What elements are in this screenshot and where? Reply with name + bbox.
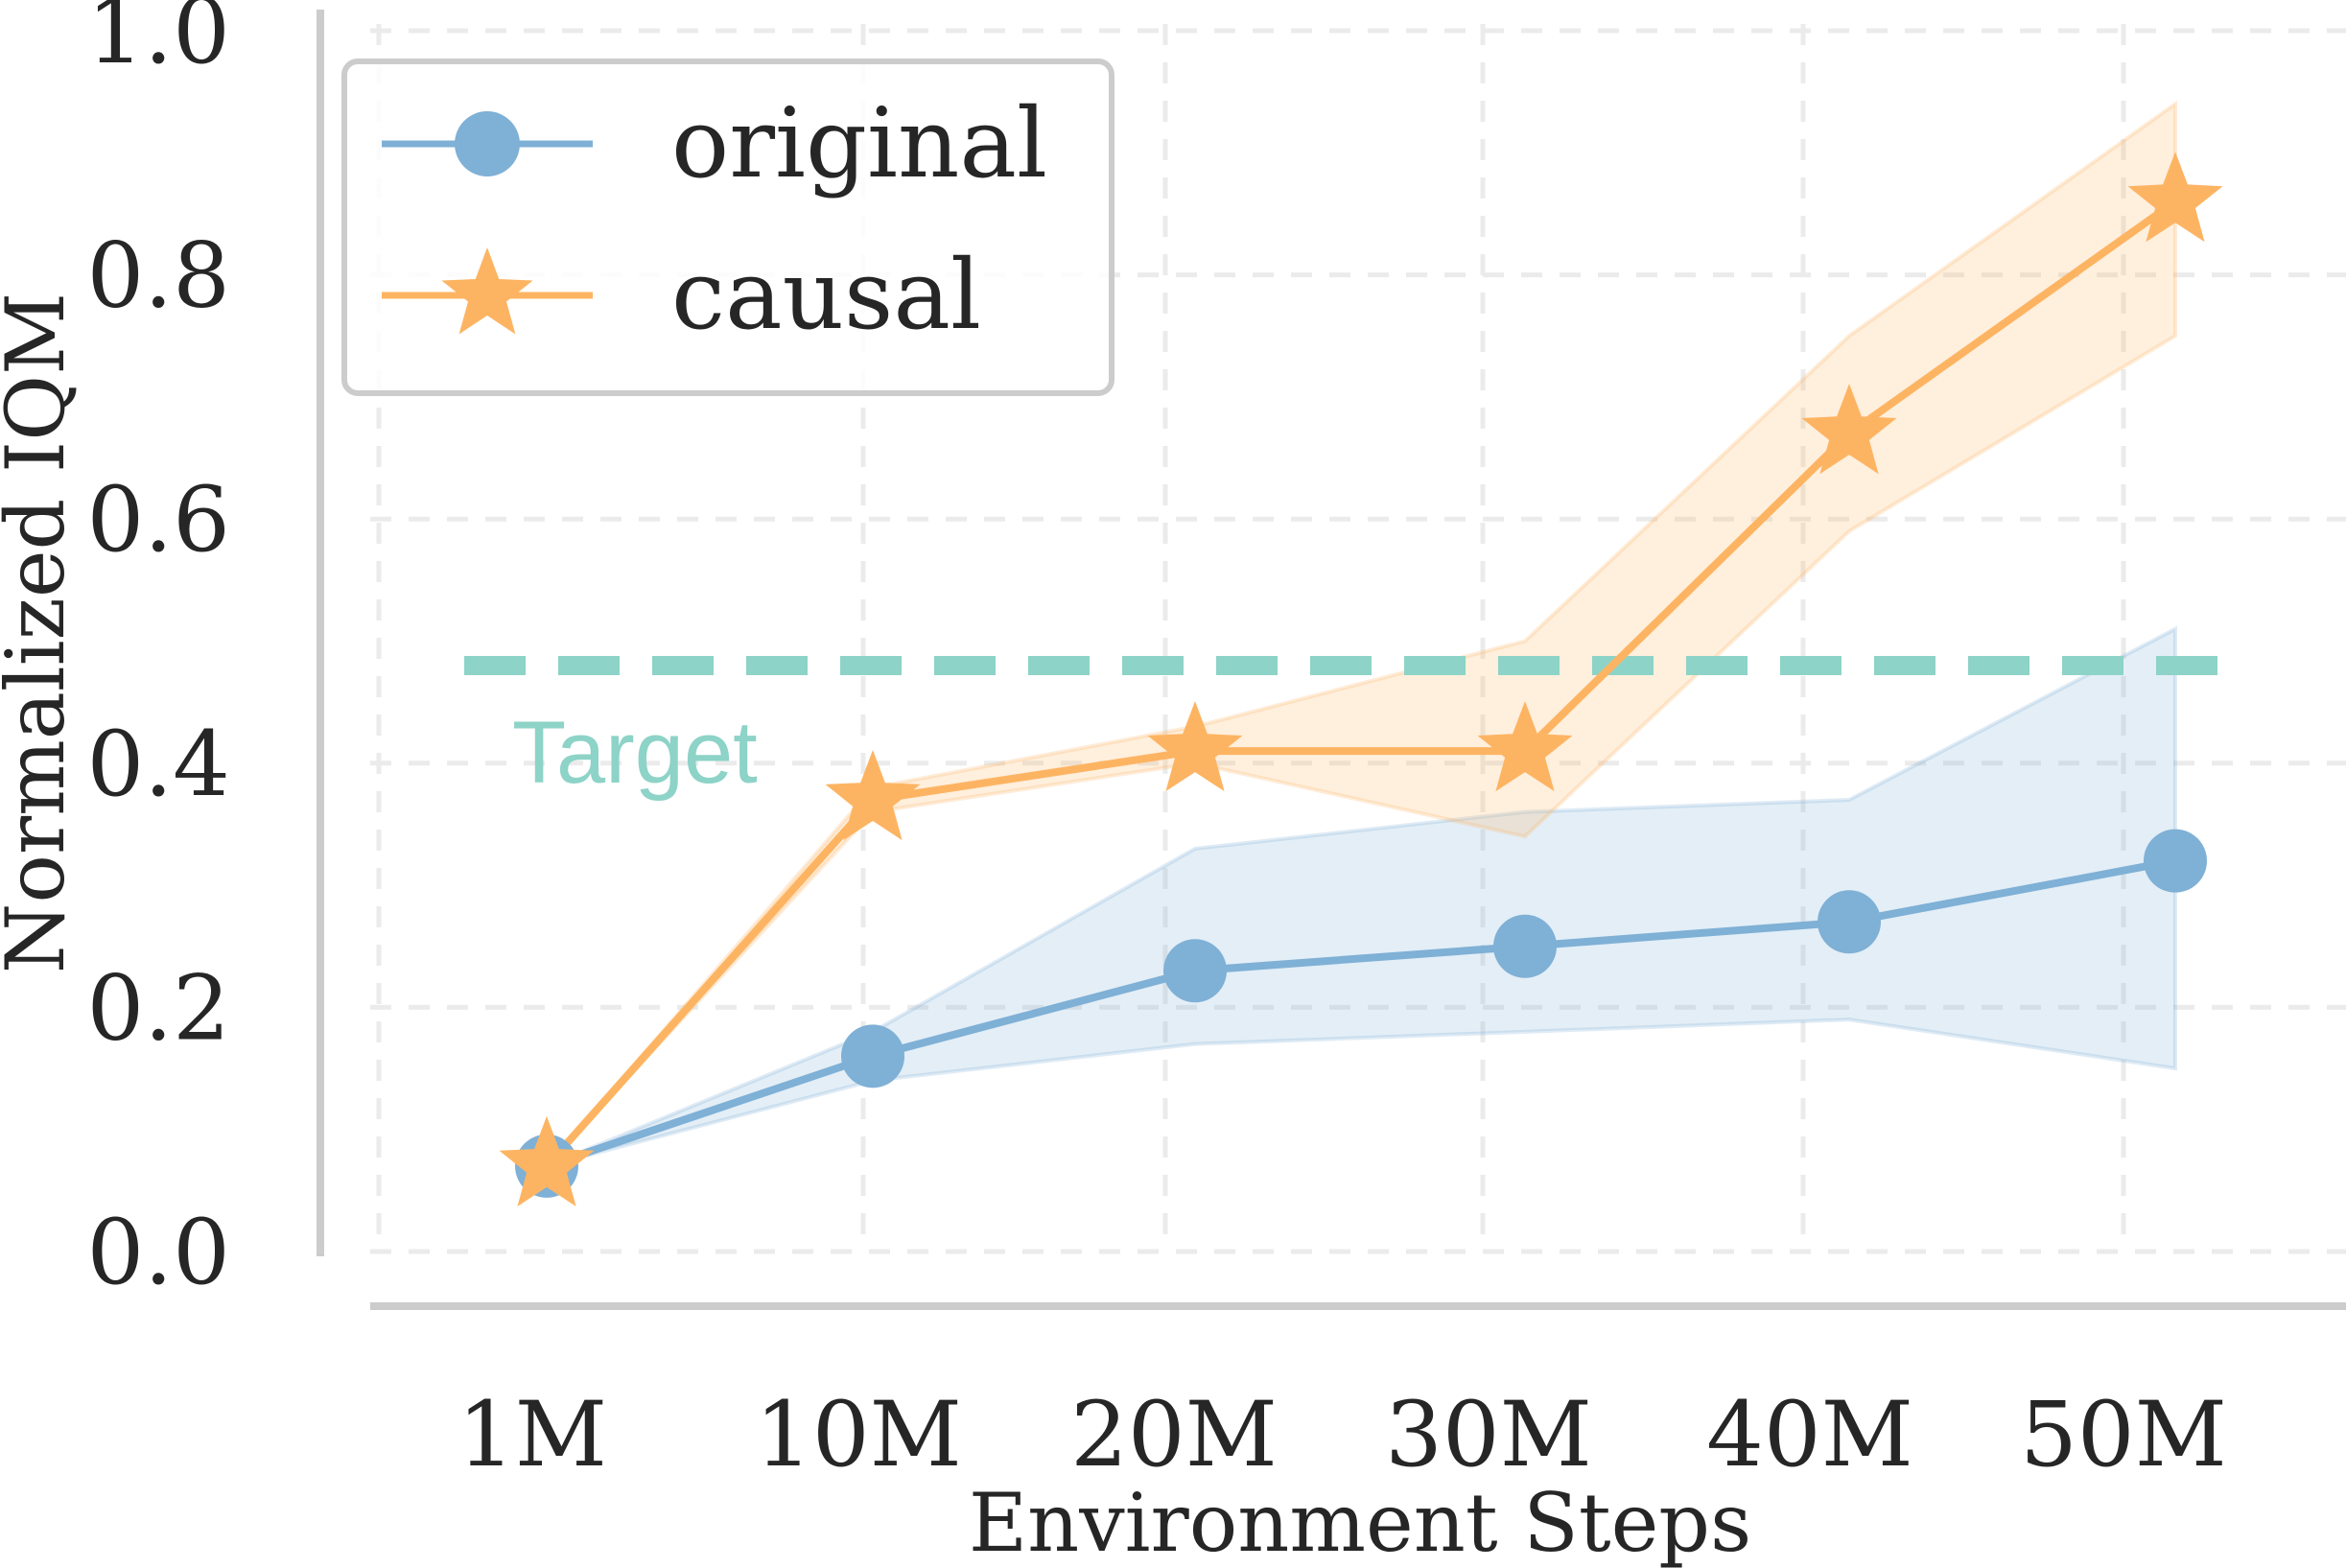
legend-entry-original: original — [382, 87, 1047, 199]
y-tick-label: 0.0 — [87, 1201, 231, 1305]
y-tick-label: 0.2 — [87, 956, 231, 1061]
target-line-group: Target — [464, 655, 2240, 802]
x-tick-label: 40M — [1706, 1383, 1913, 1487]
series-line-causal — [544, 198, 2178, 1169]
legend-label-original: original — [671, 87, 1047, 199]
x-tick-label: 20M — [1070, 1383, 1278, 1487]
x-tick-labels: 1M 10M 20M 30M 40M 50M — [457, 1383, 2227, 1487]
data-point-original-30M — [1493, 914, 1557, 978]
legend-label-causal: causal — [671, 239, 981, 351]
data-point-original-10M — [841, 1024, 904, 1088]
x-tick-label: 30M — [1385, 1383, 1592, 1487]
y-axis-title: Normalized IQM — [0, 293, 82, 973]
x-tick-label: 50M — [2020, 1383, 2227, 1487]
y-tick-label: 0.8 — [87, 224, 231, 329]
legend-marker-circle-icon — [455, 111, 520, 176]
data-point-causal-1M — [499, 1115, 595, 1206]
legend-entry-causal: causal — [382, 239, 981, 351]
y-tick-labels: 0.0 0.2 0.4 0.6 0.8 1.0 — [87, 0, 231, 1305]
series-lines — [544, 198, 2178, 1170]
axes — [317, 10, 2346, 1310]
y-tick-label: 0.6 — [87, 468, 231, 573]
legend-marker-star-icon — [441, 247, 533, 335]
target-label: Target — [512, 704, 758, 802]
data-point-causal-10M — [825, 750, 921, 841]
data-point-causal-40M — [1801, 384, 1897, 475]
legend: original causal — [341, 59, 1114, 396]
data-point-original-50M — [2144, 829, 2207, 893]
y-tick-label: 1.0 — [87, 0, 231, 84]
x-tick-label: 1M — [457, 1383, 607, 1487]
data-point-causal-50M — [2127, 152, 2223, 243]
series-markers — [499, 152, 2223, 1206]
data-point-original-40M — [1818, 890, 1881, 954]
x-axis-title: Environment Steps — [969, 1476, 1751, 1568]
data-point-causal-30M — [1477, 701, 1573, 792]
y-tick-label: 0.4 — [87, 713, 231, 817]
x-tick-label: 10M — [755, 1383, 962, 1487]
data-point-causal-20M — [1147, 701, 1243, 792]
data-point-original-20M — [1163, 939, 1227, 1003]
series-line-original — [545, 856, 2176, 1170]
